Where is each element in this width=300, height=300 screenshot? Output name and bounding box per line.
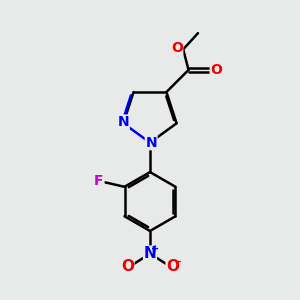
Text: O: O — [171, 41, 183, 55]
Text: N: N — [146, 136, 157, 150]
Text: N: N — [118, 115, 129, 129]
Text: O: O — [166, 259, 179, 274]
Text: +: + — [151, 244, 159, 254]
Text: O: O — [210, 63, 222, 77]
Text: N: N — [144, 246, 156, 261]
Text: -: - — [176, 256, 181, 267]
Text: O: O — [121, 259, 134, 274]
Text: F: F — [94, 174, 104, 188]
